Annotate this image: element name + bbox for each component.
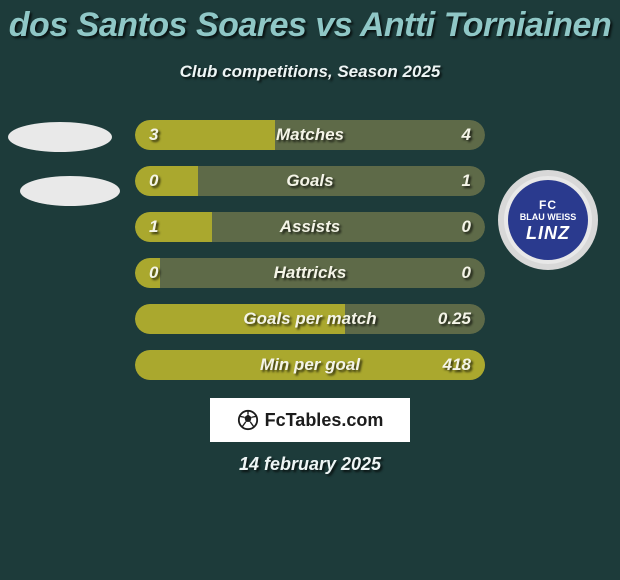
subtitle-wrap: Club competitions, Season 2025 — [0, 62, 620, 82]
stat-label: Matches — [135, 120, 485, 150]
stat-value-left: 3 — [149, 120, 158, 150]
date-text: 14 february 2025 — [239, 454, 381, 474]
stat-label: Assists — [135, 212, 485, 242]
club-badge: FC BLAU WEISS LINZ — [498, 170, 598, 270]
date-wrap: 14 february 2025 — [0, 454, 620, 475]
player-left-placeholder-1 — [8, 122, 112, 152]
stats-container: Matches34Goals01Assists10Hattricks00Goal… — [135, 120, 485, 396]
stat-label: Min per goal — [135, 350, 485, 380]
stat-value-right: 0.25 — [438, 304, 471, 334]
player-left-placeholder-2 — [20, 176, 120, 206]
stat-value-left: 0 — [149, 258, 158, 288]
title-wrap: dos Santos Soares vs Antti Torniainen — [0, 6, 620, 45]
club-badge-line-linz: LINZ — [526, 224, 570, 242]
stat-row: Assists1 0 — [135, 212, 485, 242]
attribution-badge: FcTables.com — [210, 398, 410, 442]
stat-row: Goals per match0.25 — [135, 304, 485, 334]
club-badge-line-fc: FC — [539, 199, 557, 211]
stat-value-right: 418 — [443, 350, 471, 380]
club-badge-line-bw: BLAU WEISS — [520, 213, 577, 222]
stat-value-left: 1 — [149, 212, 158, 242]
club-badge-inner: FC BLAU WEISS LINZ — [508, 180, 588, 260]
stat-label: Goals — [135, 166, 485, 196]
stat-value-right: 1 — [462, 166, 471, 196]
stat-row: Goals0 1 — [135, 166, 485, 196]
stat-label: Goals per match — [135, 304, 485, 334]
page-subtitle: Club competitions, Season 2025 — [180, 62, 441, 81]
stat-row: Matches3 4 — [135, 120, 485, 150]
page-title: dos Santos Soares vs Antti Torniainen — [9, 6, 611, 44]
stat-value-left: 0 — [149, 166, 158, 196]
stat-value-right: 0 — [462, 258, 471, 288]
stat-value-right: 0 — [462, 212, 471, 242]
stat-row: Hattricks0 0 — [135, 258, 485, 288]
soccer-ball-icon — [237, 409, 259, 431]
stat-label: Hattricks — [135, 258, 485, 288]
stat-row: Min per goal418 — [135, 350, 485, 380]
stat-value-right: 4 — [462, 120, 471, 150]
attribution-text: FcTables.com — [265, 410, 384, 431]
